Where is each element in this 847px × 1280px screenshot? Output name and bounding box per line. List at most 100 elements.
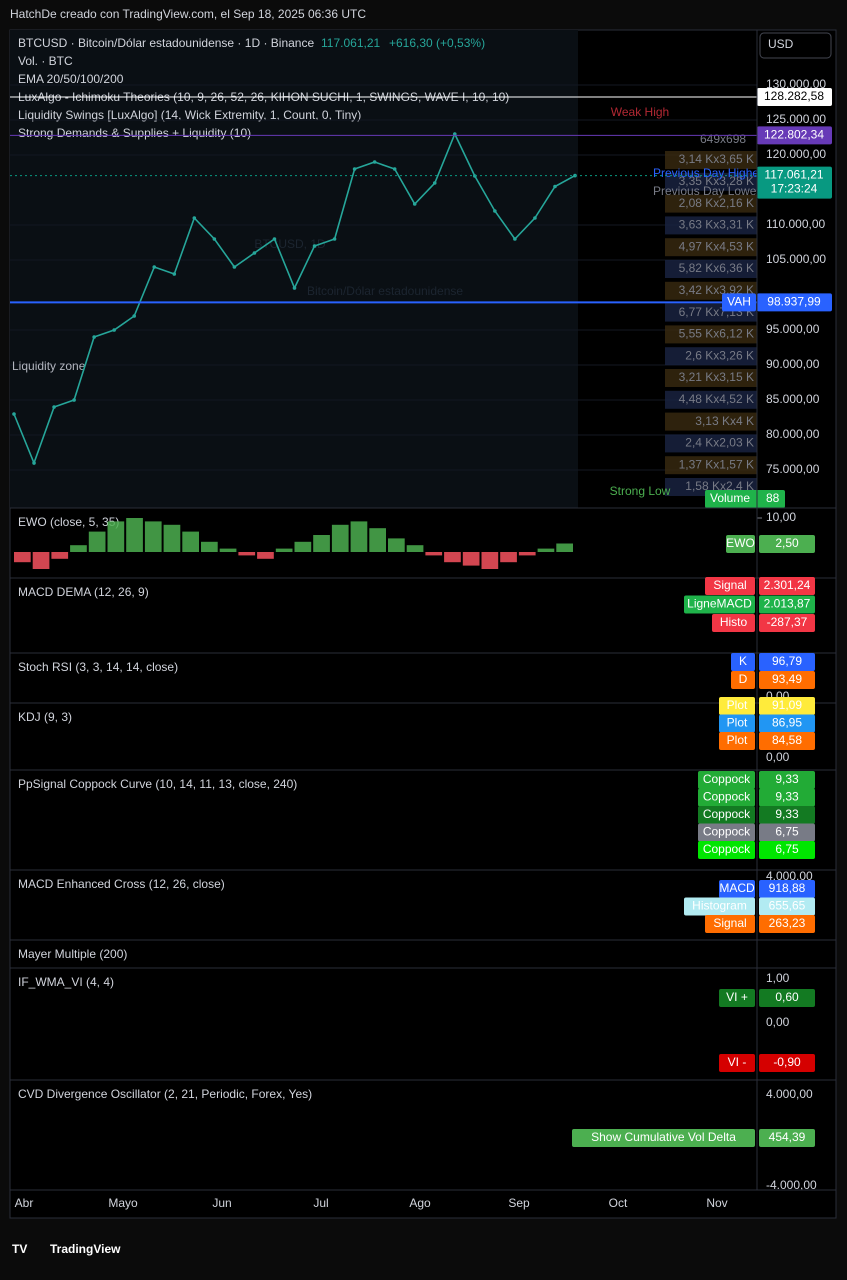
indicator-title: Vol. · BTC [18,54,73,68]
volume-badge-bg [705,490,785,508]
y-tick-label: 130.000,00 [766,77,826,91]
y-tick-label: 95.000,00 [766,322,820,336]
vp-row-bg [665,347,757,366]
ewo-bar [126,518,143,552]
price-point [132,314,137,318]
prev-low: Previous Day Lowest P [653,184,777,198]
pane-badge-name: Histogram [692,899,747,913]
pane-title: PpSignal Coppock Curve (10, 14, 11, 13, … [18,777,297,791]
pane-badge-name: MACD [719,881,755,895]
price-point [372,160,377,164]
y-tick-label: 85.000,00 [766,392,820,406]
ewo-bar [51,552,69,559]
pane-badge-value-bg [759,915,815,933]
price-badge-bg [757,166,832,199]
ewo-bar [556,543,573,552]
vp-row-bg [665,260,757,278]
pane-badge-value: 6,75 [775,825,799,839]
ewo-bar [14,552,31,563]
pane-badge-name: D [739,672,748,686]
liquidity-zone: Liquidity zone [12,359,86,373]
price-point [152,265,157,269]
pane-badge-name: Coppock [703,842,751,856]
x-tick-label: Jul [313,1196,328,1210]
footer-mark: TV [12,1242,27,1256]
price-point [412,202,417,206]
ewo-bar [144,521,162,552]
pane-title: MACD Enhanced Cross (12, 26, close) [18,877,225,891]
vp-row-bg [665,412,757,431]
price-point [232,265,237,269]
pane-badge-name: K [739,654,747,668]
pane-title: EWO (close, 5, 35) [18,515,119,529]
price-point [332,237,337,241]
ewo-bar [219,548,237,552]
price-point [352,167,357,171]
pane-badge-name: VI + [726,990,748,1004]
currency[interactable]: USD [768,37,794,51]
pane-badge-name-bg [705,577,755,595]
price-point [172,272,177,276]
pane-badge-value: 6,75 [775,842,799,856]
pane-badge-value: -287,37 [767,615,808,629]
x-tick-label: Nov [706,1196,727,1210]
pane-axis-label: 1,00 [766,971,790,985]
pane-badge-name-bg [719,1054,755,1072]
pane-badge-value-bg [759,897,815,916]
vp-row-bg [665,151,757,169]
ewo-bar [70,545,87,552]
price-badge-bg [757,293,832,312]
price-badge: 117.061,21 [764,168,823,182]
vp-row: 4,97 Kx4,53 K [679,239,754,253]
weak-high: Weak High [611,105,669,119]
vp-row: 3,21 Kx3,15 K [679,370,754,384]
pane-badge-value: 84,58 [772,733,802,747]
price-point [32,461,36,465]
pane-badge-name: Coppock [703,825,751,839]
pane-badge-value: 0,60 [775,990,799,1004]
indicator-title: Liquidity Swings [LuxAlgo] (14, Wick Ext… [18,108,361,122]
vp-total: 649x698 [700,132,746,146]
ewo-bar [182,531,199,552]
ewo-bar [537,548,555,552]
y-tick-label: 80.000,00 [766,427,820,441]
x-tick-label: Abr [15,1196,34,1210]
pane-badge-value: 9,33 [775,790,799,804]
pane-badge-name: Plot [727,733,748,747]
vp-row: 2,4 Kx2,03 K [685,436,754,450]
pane-badge-value: 2,50 [775,536,799,550]
pane-badge-value: 86,95 [772,716,802,730]
pane-badge-name: Show Cumulative Vol Delta [591,1130,736,1144]
pane-badge-value-bg [759,788,815,807]
vp-row: 5,55 Kx6,12 K [679,327,754,341]
ewo-bar [257,552,274,559]
ewo-bar [406,545,424,552]
vp-row-bg [665,216,757,235]
price-badge: 122.802,34 [764,128,824,142]
y-tick-label: 90.000,00 [766,357,820,371]
pane-badge-value: 263,23 [769,916,806,930]
strong-low: Strong Low [610,484,671,498]
vp-row-bg [665,369,757,387]
price-point [12,412,16,416]
price-point [312,244,317,248]
ewo-bar [294,541,312,552]
pane-badge-name-bg [698,806,755,824]
pane-badge-value-bg [759,595,815,614]
currency-button[interactable] [759,32,832,59]
pane-badge-name-bg [698,841,755,859]
pane-badge-name-bg [731,671,755,689]
indicator-title: Strong Demands & Supplies + Liquidity (1… [18,126,251,140]
ewo-bar [350,521,368,552]
ewo-bar [238,552,256,556]
watermark-sub: Bitcoin/Dólar estadounidense [307,284,463,298]
ewo-bar [462,552,480,566]
pane-title: IF_WMA_VI (4, 4) [18,975,114,989]
price-point [52,405,56,409]
price-point [392,167,397,171]
pane-axis-label: 0,00 [766,1015,790,1029]
price-point [112,328,116,332]
pane-badge-value-bg [759,880,815,898]
